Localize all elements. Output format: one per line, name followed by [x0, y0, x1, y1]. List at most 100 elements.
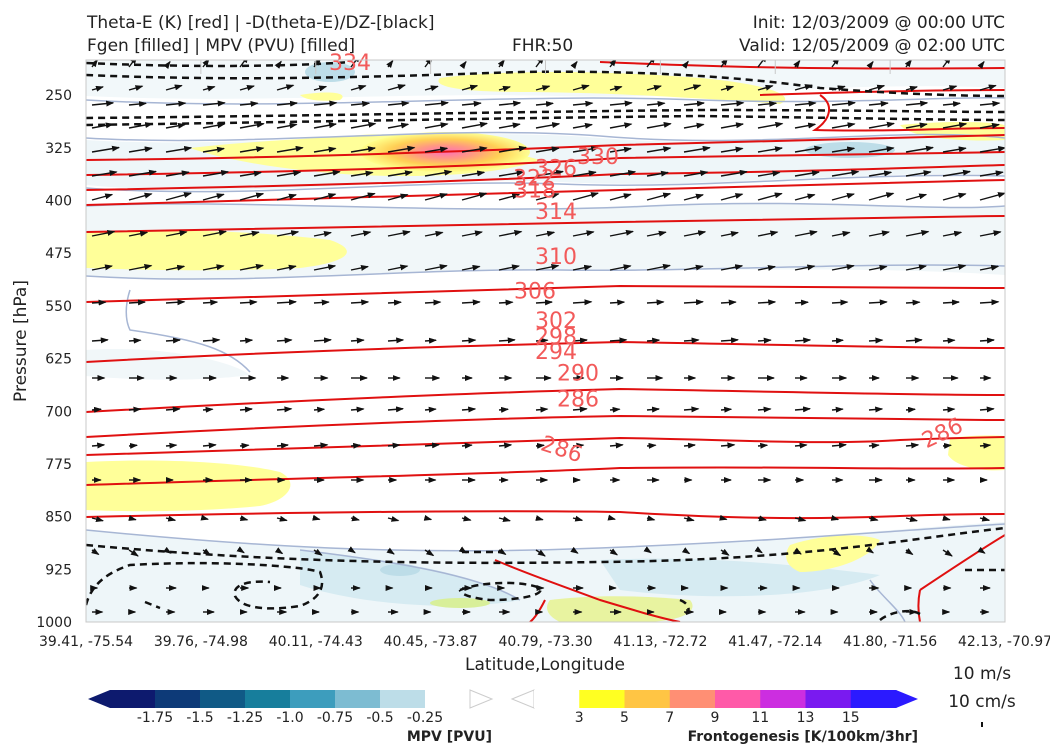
wind-arrow [498, 85, 511, 92]
wind-arrow [942, 60, 952, 68]
theta-e-label: 286 [538, 432, 586, 469]
wind-arrow [165, 145, 193, 153]
wind-arrow [905, 442, 920, 449]
wind-arrow [905, 145, 934, 153]
wind-arrow [313, 100, 338, 107]
wind-arrow [868, 442, 880, 449]
wind-arrow [942, 263, 967, 271]
wind-arrow [646, 442, 657, 449]
wind-arrow [905, 337, 923, 344]
valid-time: Valid: 12/05/2009 @ 02:00 UTC [739, 36, 1005, 56]
wind-arrow [165, 515, 177, 522]
wind-arrow [498, 145, 527, 153]
wind-arrow [942, 85, 958, 91]
wind-arrow [165, 337, 181, 344]
wind-arrow [757, 230, 779, 237]
init-time: Init: 12/03/2009 @ 00:00 UTC [752, 13, 1005, 33]
wind-arrow [165, 100, 187, 107]
wind-arrow [239, 337, 254, 344]
colorbar-tick-label: 3 [575, 710, 584, 726]
wind-arrow [498, 406, 509, 413]
wind-arrow [276, 299, 297, 306]
theta-e-label: 322 [513, 166, 555, 191]
wind-arrow [424, 169, 453, 177]
wind-arrow [868, 146, 895, 153]
wind-arrow [535, 549, 546, 557]
wind-arrow [498, 122, 521, 129]
wind-arrow [274, 547, 284, 555]
wind-arrow [350, 337, 365, 344]
theta-e-label: 298 [535, 325, 577, 350]
wind-arrow [128, 337, 142, 344]
wind-arrow [683, 299, 704, 306]
wind-arrow [794, 145, 823, 153]
wind-arrow [720, 548, 730, 556]
wind-arrow [720, 193, 744, 201]
wind-arrow [91, 337, 109, 344]
wind-arrow [498, 193, 521, 201]
wind-arrow [239, 85, 255, 91]
wind-arrow [202, 337, 221, 344]
wind-arrow [202, 169, 230, 177]
wind-arrow [683, 122, 705, 129]
wind-arrow [905, 85, 918, 92]
wind-arrow [720, 264, 744, 271]
wind-arrow [831, 122, 856, 129]
wind-arrow [905, 299, 921, 306]
wind-arrow [831, 406, 844, 413]
wind-arrow [350, 146, 376, 153]
wind-arrow [498, 516, 511, 522]
wind-arrow [386, 60, 394, 69]
wind-arrow [459, 60, 467, 70]
wind-arrow [350, 84, 367, 91]
wind-arrow [313, 299, 330, 306]
wind-arrow [313, 169, 341, 177]
wind-arrow [91, 516, 104, 522]
colorbar-tick-label: 11 [751, 710, 769, 726]
wind-arrow [720, 122, 744, 129]
wind-arrow [720, 100, 745, 107]
x-tick-label: 41.47, -72.14 [728, 634, 822, 650]
wind-arrow [868, 515, 879, 522]
wind-arrow [461, 406, 477, 413]
y-axis-label: Pressure [hPa] [11, 280, 31, 402]
wind-arrow [757, 192, 783, 201]
wind-arrow [609, 442, 624, 449]
wind-arrow [350, 442, 362, 449]
wind-arrow [128, 101, 147, 107]
wind-arrow [535, 299, 553, 306]
wind-arrow [424, 264, 448, 271]
wind-arrow [720, 299, 737, 306]
theta-e-label: 330 [577, 145, 619, 170]
wind-arrow [979, 406, 995, 413]
wind-arrow [165, 84, 183, 91]
colorbar-swatch [715, 690, 761, 708]
wind-arrow [646, 146, 672, 153]
wind-arrow [91, 122, 114, 129]
wind-arrow [757, 84, 774, 91]
x-tick-label: 41.80, -71.56 [843, 634, 937, 650]
wind-arrow [461, 100, 482, 107]
wind-arrow [683, 406, 700, 413]
wind-arrow [350, 100, 371, 107]
wind-arrow [91, 229, 116, 237]
y-tick-label: 625 [45, 352, 72, 368]
wind-arrow [643, 546, 652, 554]
wind-arrow [646, 192, 672, 201]
colorbar-swatch [850, 690, 897, 708]
theta-e-label: 310 [535, 245, 577, 270]
wind-arrow [350, 230, 372, 237]
wind-arrow [128, 299, 146, 306]
wind-arrow [91, 100, 115, 107]
wind-arrow [347, 546, 356, 554]
mpv-colorbar: -1.75 -1.5 -1.25 -1.0 -0.75 -0.5 -0.25 [88, 689, 494, 726]
wind-arrow [754, 546, 763, 554]
wind-arrow [570, 60, 578, 70]
colorbar-swatch [624, 690, 671, 708]
x-tick-label: 42.13, -70.97 [958, 634, 1050, 650]
y-tick-label: 775 [45, 457, 72, 473]
wind-arrow [942, 337, 956, 344]
wind-arrow [831, 264, 855, 271]
y-tick-label: 1000 [36, 615, 72, 631]
wind-arrow [387, 515, 400, 522]
